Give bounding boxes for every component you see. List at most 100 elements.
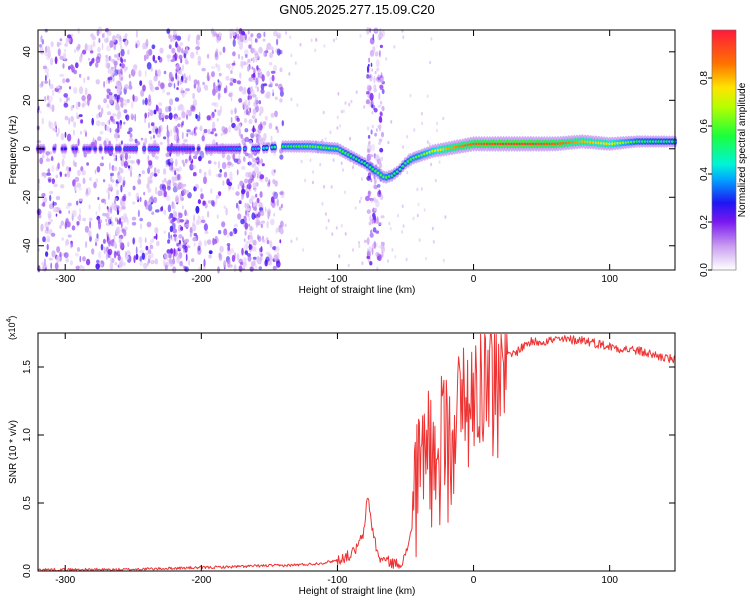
noise-speck <box>369 92 374 101</box>
noise-speck <box>264 207 267 213</box>
noise-speck <box>413 128 416 132</box>
noise-speck <box>165 159 170 165</box>
noise-speck <box>168 82 172 88</box>
noise-speck <box>239 72 242 79</box>
noise-speck <box>264 50 269 54</box>
noise-speck <box>195 50 198 55</box>
noise-speck <box>163 190 167 198</box>
noise-speck <box>77 169 81 177</box>
noise-speck <box>132 201 136 205</box>
noise-speck <box>234 107 237 115</box>
noise-speck <box>107 192 110 200</box>
noise-speck <box>102 238 106 244</box>
noise-speck <box>164 264 168 271</box>
noise-speck <box>148 122 150 129</box>
noise-speck <box>182 244 187 249</box>
noise-speck <box>176 186 181 190</box>
noise-speck <box>73 87 78 94</box>
noise-speck <box>59 97 62 103</box>
noise-speck <box>379 147 384 153</box>
noise-speck <box>420 111 423 116</box>
noise-speck <box>125 115 128 119</box>
noise-speck <box>153 125 158 129</box>
noise-speck <box>375 230 380 234</box>
noise-speck <box>155 240 160 247</box>
noise-speck <box>259 106 264 114</box>
noise-speck <box>178 166 182 172</box>
noise-speck <box>92 40 96 48</box>
noise-speck <box>279 191 284 196</box>
noise-speck <box>246 253 251 257</box>
noise-speck <box>193 232 198 237</box>
noise-speck <box>162 136 167 140</box>
noise-speck <box>231 62 236 66</box>
noise-speck <box>380 101 383 105</box>
noise-speck <box>85 241 88 248</box>
noise-speck <box>154 60 158 64</box>
noise-speck <box>144 112 147 119</box>
noise-speck <box>77 138 80 147</box>
noise-speck <box>151 211 155 215</box>
noise-speck <box>52 201 57 206</box>
noise-speck <box>88 217 93 221</box>
noise-speck <box>236 117 240 122</box>
noise-speck <box>402 224 405 228</box>
noise-speck <box>176 217 181 224</box>
noise-speck <box>181 64 185 71</box>
noise-speck <box>51 89 55 97</box>
noise-speck <box>186 75 189 81</box>
noise-speck <box>374 51 379 57</box>
noise-speck <box>254 166 259 174</box>
noise-speck <box>148 160 153 166</box>
noise-speck <box>217 92 221 101</box>
noise-speck <box>372 104 376 110</box>
noise-speck <box>261 239 266 243</box>
noise-speck <box>269 240 273 249</box>
noise-speck <box>241 55 244 60</box>
noise-speck <box>218 72 222 77</box>
noise-speck <box>260 253 263 257</box>
noise-speck <box>117 121 119 129</box>
noise-speck <box>109 186 112 192</box>
noise-speck <box>195 113 198 119</box>
noise-speck <box>212 121 216 130</box>
noise-speck <box>148 94 152 103</box>
noise-speck <box>255 216 259 224</box>
noise-speck <box>173 107 176 111</box>
noise-speck <box>201 67 206 72</box>
noise-speck <box>248 216 251 222</box>
noise-speck <box>134 113 137 122</box>
ridge-core <box>99 147 103 151</box>
noise-speck <box>335 226 338 230</box>
noise-speck <box>179 194 182 198</box>
noise-speck <box>200 193 204 200</box>
noise-speck <box>252 56 255 63</box>
noise-speck <box>113 197 118 201</box>
noise-speck <box>121 63 125 69</box>
noise-speck <box>158 126 161 134</box>
noise-speck <box>276 198 280 207</box>
noise-speck <box>157 80 161 87</box>
noise-speck <box>95 210 98 216</box>
noise-speck <box>98 251 102 259</box>
noise-speck <box>78 73 82 78</box>
noise-speck <box>243 156 246 163</box>
noise-speck <box>70 242 74 248</box>
noise-speck <box>375 59 380 68</box>
x-tick-label: -200 <box>191 274 211 285</box>
noise-speck <box>179 79 182 85</box>
noise-speck <box>76 200 79 206</box>
noise-speck <box>66 96 69 103</box>
noise-speck <box>38 214 42 219</box>
noise-speck <box>244 230 247 236</box>
noise-speck <box>121 221 123 229</box>
noise-speck <box>260 138 266 144</box>
noise-speck <box>70 115 75 123</box>
x-tick-label: -100 <box>327 575 347 586</box>
noise-speck <box>60 133 65 141</box>
noise-speck <box>48 121 54 130</box>
noise-speck <box>47 221 51 225</box>
noise-speck <box>156 168 160 174</box>
noise-speck <box>285 31 288 35</box>
spectrogram-y-ticks: -40 -20 0 20 40 <box>22 46 675 253</box>
